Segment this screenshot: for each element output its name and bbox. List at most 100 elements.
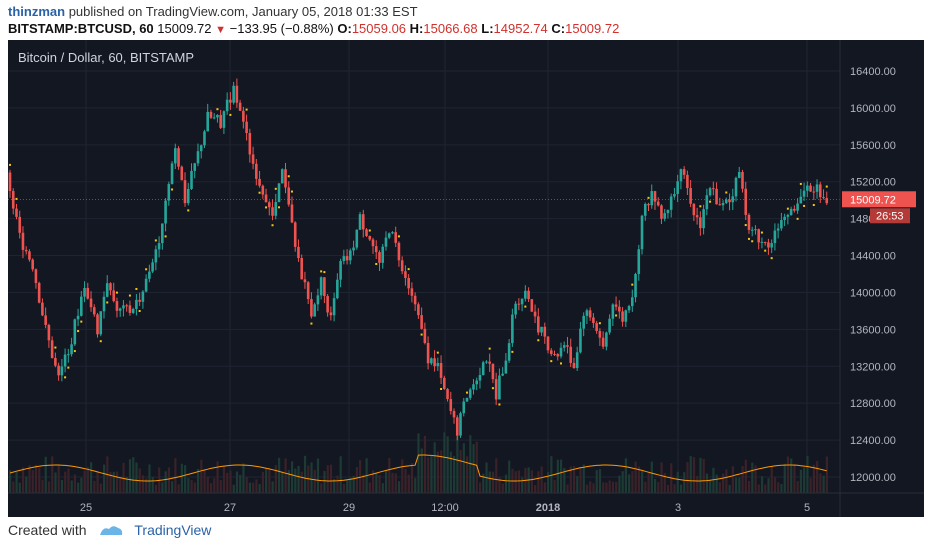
- candle-body: [446, 388, 449, 400]
- volume-bar: [647, 472, 650, 493]
- candle-body: [640, 215, 644, 250]
- volume-bar: [12, 481, 15, 493]
- volume-bar: [482, 473, 485, 493]
- volume-bar: [653, 478, 657, 493]
- candle-body: [404, 271, 407, 278]
- high-label: H:: [409, 21, 424, 36]
- volume-bar: [381, 483, 384, 493]
- candle-body: [345, 256, 349, 261]
- volume-bar: [200, 459, 203, 493]
- volume-bar: [819, 473, 822, 493]
- volume-bar: [816, 461, 819, 493]
- volume-bar: [436, 451, 440, 493]
- volume-bar: [28, 465, 31, 493]
- volume-bar: [550, 456, 553, 493]
- chart-area[interactable]: Bitcoin / Dollar, 60, BITSTAMP 16400.00 1…: [8, 40, 924, 517]
- fractal-marker: [106, 301, 109, 304]
- volume-bar: [407, 474, 410, 493]
- y-tick-label: 15200.00: [850, 177, 896, 189]
- candle-body: [793, 208, 796, 211]
- tradingview-brand-link[interactable]: TradingView: [134, 522, 212, 538]
- volume-bar: [786, 456, 790, 493]
- candle-body: [459, 413, 462, 436]
- candle-body: [611, 304, 615, 319]
- fractal-marker: [465, 391, 468, 394]
- candle-body: [724, 199, 728, 204]
- volume-bar: [222, 466, 226, 493]
- volume-bar: [592, 483, 595, 493]
- candle-body: [634, 273, 637, 298]
- volume-bar: [300, 471, 303, 493]
- candle-body: [773, 230, 777, 244]
- candle-body: [216, 114, 219, 118]
- volume-bar: [290, 461, 294, 493]
- volume-bar: [631, 471, 634, 493]
- candle-body: [537, 316, 540, 333]
- volume-bar: [660, 462, 663, 493]
- candle-body: [89, 298, 93, 308]
- y-tick-label: 14000.00: [850, 287, 896, 299]
- candle-body: [37, 282, 41, 303]
- candle-body: [423, 328, 427, 343]
- candle-body: [135, 299, 138, 309]
- price-change: −133.95 (−0.88%): [229, 21, 334, 36]
- volume-bar: [686, 462, 689, 493]
- candle-body: [326, 296, 329, 313]
- candle-body: [809, 185, 812, 192]
- candle-body: [300, 257, 303, 280]
- candle-body: [608, 318, 611, 333]
- candle-body: [585, 310, 589, 316]
- candle-body: [336, 279, 339, 299]
- volume-bar: [190, 479, 193, 493]
- candle-body: [148, 271, 151, 279]
- candle-body: [31, 259, 34, 270]
- candlestick-chart[interactable]: 16400.0016000.0015600.0015200.0014800.00…: [8, 40, 924, 517]
- volume-bar: [547, 472, 550, 493]
- volume-bar: [226, 472, 229, 493]
- candle-body: [754, 229, 757, 231]
- candle-body: [232, 85, 235, 103]
- timer-badge: [870, 208, 910, 224]
- volume-bar: [663, 473, 666, 493]
- fractal-marker: [647, 196, 650, 199]
- candle-body: [796, 203, 799, 211]
- volume-bar: [375, 472, 378, 493]
- fractal-marker: [375, 262, 378, 265]
- fractal-marker: [164, 235, 167, 238]
- candle-body: [741, 172, 744, 189]
- volume-bar: [644, 481, 647, 493]
- volume-bar: [384, 471, 388, 493]
- candle-body: [439, 363, 443, 378]
- y-tick-label: 13600.00: [850, 324, 896, 336]
- volume-bar: [712, 467, 715, 493]
- candle-body: [472, 384, 475, 390]
- volume-bar: [780, 484, 783, 493]
- volume-bar: [154, 484, 158, 493]
- candle-body: [183, 180, 187, 204]
- candle-body: [433, 358, 436, 367]
- fractal-marker: [511, 350, 514, 353]
- volume-bar: [770, 466, 773, 493]
- fractal-marker: [135, 287, 138, 290]
- candle-body: [115, 301, 119, 311]
- volume-bar: [521, 477, 524, 493]
- candle-body: [540, 326, 543, 333]
- candle-body: [170, 163, 174, 185]
- candle-body: [381, 246, 385, 263]
- author-link[interactable]: thinzman: [8, 4, 66, 19]
- candle-body: [80, 296, 83, 316]
- volume-bar: [702, 458, 705, 493]
- candle-body: [180, 166, 184, 181]
- volume-bar: [679, 484, 683, 493]
- fractal-marker: [744, 224, 747, 227]
- open-label: O:: [337, 21, 352, 36]
- candle-body: [430, 358, 433, 364]
- volume-bar: [80, 477, 83, 493]
- candle-body: [387, 233, 391, 238]
- candle-body: [86, 287, 90, 299]
- volume-bar: [741, 465, 744, 493]
- fractal-marker: [825, 185, 828, 188]
- candle-body: [368, 236, 372, 240]
- volume-bar: [378, 475, 381, 493]
- symbol-label: BITSTAMP:BTCUSD, 60: [8, 21, 154, 36]
